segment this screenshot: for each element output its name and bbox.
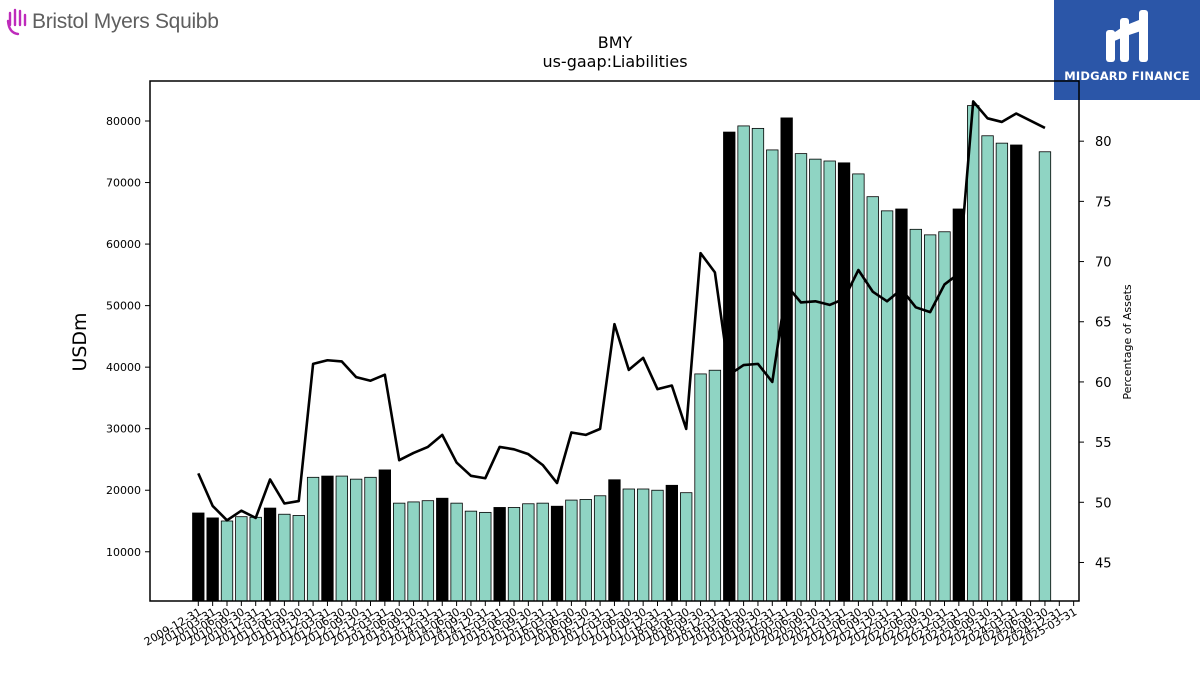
bar xyxy=(593,495,607,602)
bar xyxy=(981,135,994,602)
company-logo-text: Bristol Myers Squibb xyxy=(32,10,219,33)
bar xyxy=(321,475,334,602)
bar xyxy=(708,369,722,602)
bars-layer xyxy=(192,105,1052,602)
bar xyxy=(550,505,564,602)
bar xyxy=(1038,151,1052,602)
bar xyxy=(967,105,980,602)
bms-logo-icon xyxy=(6,8,27,36)
bar xyxy=(823,160,836,602)
bar xyxy=(522,503,535,602)
bar xyxy=(579,499,592,602)
bar xyxy=(249,516,262,602)
bar xyxy=(1010,144,1023,602)
bar xyxy=(306,476,320,602)
percentage-of-assets-line xyxy=(197,100,1046,522)
bar xyxy=(263,507,277,602)
bar xyxy=(565,499,578,602)
y2-tick-label: 70 xyxy=(1095,256,1112,271)
y2-tick-label: 45 xyxy=(1095,556,1112,571)
y2-tick-label: 65 xyxy=(1095,316,1112,331)
y2-tick-label: 55 xyxy=(1095,436,1112,451)
bar xyxy=(479,511,492,602)
bar xyxy=(407,501,420,602)
y-tick-label: 30000 xyxy=(106,423,141,436)
bar xyxy=(909,228,922,602)
bar xyxy=(364,476,377,602)
bar xyxy=(450,502,463,602)
bar xyxy=(349,478,363,602)
bar xyxy=(608,479,621,602)
axes-layer: 10000 20000 30000 40000 50000 60000 70000 80000… xyxy=(106,115,1112,649)
y2-tick-label: 80 xyxy=(1095,135,1112,150)
y-tick-label: 50000 xyxy=(106,300,141,313)
bar xyxy=(378,469,392,602)
y2-tick-label: 60 xyxy=(1095,376,1112,391)
bar xyxy=(292,515,305,602)
bar xyxy=(665,484,678,602)
chart-subtitle: us-gaap:Liabilities xyxy=(542,52,687,71)
midgard-finance-text: MIDGARD FINANCE xyxy=(1064,69,1190,83)
bar xyxy=(436,497,449,602)
y-tick-label: 40000 xyxy=(106,361,141,374)
bar xyxy=(192,512,205,602)
bar xyxy=(852,173,865,602)
midgard-finance-watermark: MIDGARD FINANCE xyxy=(1054,0,1200,100)
line-layer xyxy=(197,100,1046,522)
bar xyxy=(278,513,291,602)
bar xyxy=(206,517,219,602)
bar xyxy=(694,373,707,602)
bar xyxy=(507,507,521,602)
plot-frame xyxy=(149,80,1080,602)
y-tick-label: 20000 xyxy=(106,484,141,497)
y2-tick-label: 50 xyxy=(1095,496,1112,511)
y-tick-label: 80000 xyxy=(106,115,141,128)
y-tick-label: 10000 xyxy=(106,546,141,559)
bar xyxy=(680,492,693,602)
bar xyxy=(866,196,879,602)
bar xyxy=(393,502,406,602)
bar xyxy=(895,208,908,602)
y-tick-label: 70000 xyxy=(106,177,141,190)
bar xyxy=(622,488,635,602)
bar xyxy=(464,510,478,602)
bar xyxy=(780,117,793,602)
chart-title: BMY xyxy=(598,33,633,52)
bar xyxy=(794,153,808,602)
bar xyxy=(924,234,937,602)
bar xyxy=(421,500,435,602)
bar xyxy=(220,520,234,602)
bar xyxy=(637,488,650,602)
midgard-logo-icon xyxy=(1106,10,1148,62)
bar xyxy=(809,158,822,602)
bar xyxy=(837,162,851,602)
bar xyxy=(651,489,664,602)
bar xyxy=(493,507,506,602)
bar xyxy=(335,475,348,602)
company-logo: Bristol Myers Squibb xyxy=(6,6,219,38)
y2-axis-label: Percentage of Assets xyxy=(1121,284,1134,400)
bar xyxy=(995,142,1009,602)
bar xyxy=(235,516,248,602)
y-tick-label: 60000 xyxy=(106,238,141,251)
bar xyxy=(880,210,894,602)
y-axis-label: USDm xyxy=(69,312,91,371)
bar xyxy=(536,502,549,602)
y2-tick-label: 75 xyxy=(1095,195,1112,210)
